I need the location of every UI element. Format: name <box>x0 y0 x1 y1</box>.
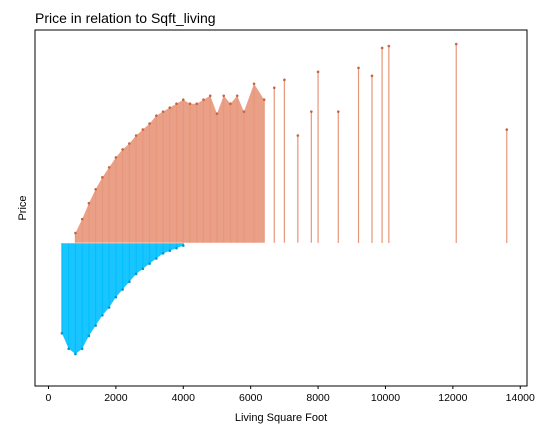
point-0-29 <box>283 78 286 82</box>
point-0-6 <box>114 156 118 159</box>
point-0-1 <box>80 217 84 221</box>
point-0-32 <box>316 70 320 74</box>
point-0-19 <box>202 98 205 102</box>
point-0-20 <box>208 94 212 98</box>
point-0-5 <box>107 166 111 169</box>
x-tick-label-3: 6000 <box>239 392 263 404</box>
point-1-5 <box>94 324 97 327</box>
point-0-4 <box>101 176 104 179</box>
point-0-14 <box>168 106 172 109</box>
point-0-34 <box>357 66 360 70</box>
chart-title: Price in relation to Sqft_living <box>35 10 216 26</box>
point-1-6 <box>101 313 104 317</box>
point-1-7 <box>107 306 111 309</box>
point-0-7 <box>121 148 124 151</box>
data-marks <box>60 42 509 356</box>
y-axis-label: Price <box>17 195 29 220</box>
point-0-28 <box>272 86 276 90</box>
point-0-27 <box>262 98 266 102</box>
point-0-8 <box>128 142 131 145</box>
point-0-38 <box>454 42 458 46</box>
x-tick-label-2: 4000 <box>172 392 196 404</box>
point-0-2 <box>87 201 91 205</box>
point-0-36 <box>380 46 384 50</box>
point-0-24 <box>235 94 239 98</box>
point-1-15 <box>161 252 165 255</box>
point-1-13 <box>148 262 151 265</box>
point-0-21 <box>215 112 219 115</box>
plot-frame <box>34 29 528 387</box>
point-0-22 <box>222 94 226 98</box>
point-1-8 <box>114 295 118 299</box>
point-0-23 <box>229 102 232 105</box>
point-1-1 <box>67 347 70 351</box>
point-1-4 <box>87 334 91 338</box>
series-area-1 <box>61 243 184 354</box>
point-0-26 <box>252 82 256 86</box>
point-0-0 <box>74 231 77 235</box>
point-0-17 <box>188 102 192 105</box>
point-1-3 <box>80 347 84 351</box>
x-tick-label-0: 0 <box>46 392 52 404</box>
point-1-10 <box>128 280 131 284</box>
point-0-12 <box>155 114 158 117</box>
x-tick-label-6: 12000 <box>438 392 467 404</box>
point-0-25 <box>242 110 246 113</box>
x-axis-ticks: 0 2000 4000 6000 8000 10000 12000 14000 <box>46 386 535 404</box>
point-0-9 <box>134 134 138 137</box>
x-tick-label-7: 14000 <box>506 392 535 404</box>
point-0-13 <box>161 110 165 113</box>
point-0-33 <box>336 110 340 113</box>
point-1-2 <box>74 352 77 356</box>
point-0-15 <box>175 102 178 105</box>
point-0-11 <box>148 122 151 125</box>
point-0-10 <box>141 128 145 131</box>
point-1-0 <box>60 332 64 335</box>
point-0-30 <box>296 134 300 137</box>
point-0-39 <box>505 128 509 131</box>
point-0-35 <box>370 74 374 78</box>
point-0-37 <box>387 44 391 48</box>
point-1-16 <box>168 249 172 253</box>
x-tick-label-5: 10000 <box>371 392 400 404</box>
point-1-12 <box>141 267 145 271</box>
point-1-11 <box>134 272 138 276</box>
point-0-3 <box>94 187 97 191</box>
x-tick-label-4: 8000 <box>306 392 330 404</box>
point-0-16 <box>181 98 185 102</box>
point-0-31 <box>310 110 313 113</box>
x-tick-label-1: 2000 <box>104 392 128 404</box>
point-1-14 <box>155 257 158 260</box>
point-1-9 <box>121 288 124 291</box>
x-axis-label: Living Square Foot <box>235 412 327 424</box>
point-0-18 <box>195 102 199 105</box>
point-1-18 <box>181 244 185 247</box>
point-1-17 <box>175 246 178 250</box>
